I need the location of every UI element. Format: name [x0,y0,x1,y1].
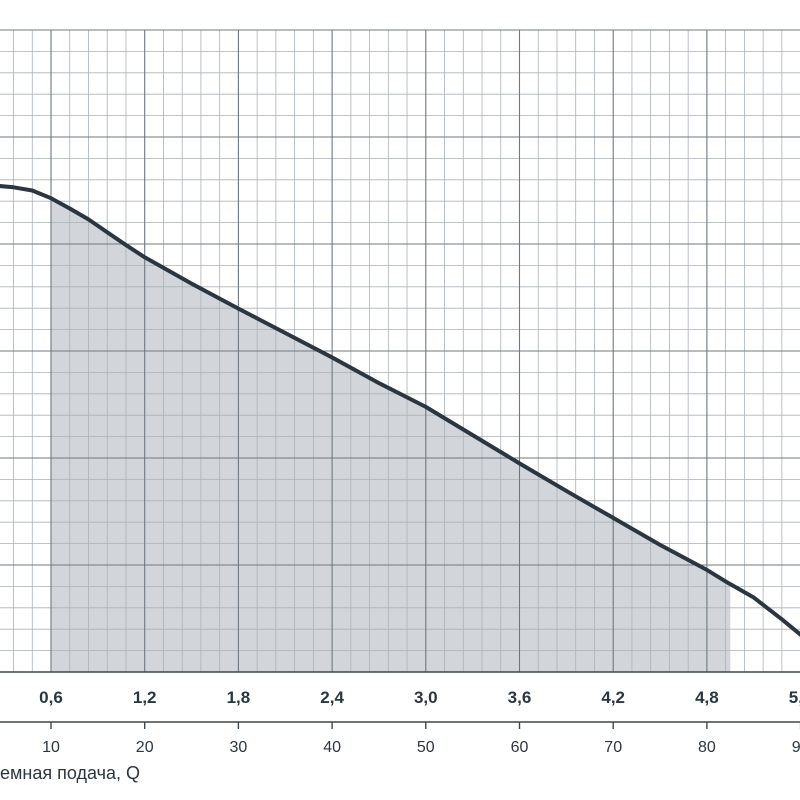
bottom-axis-tick-label: 50 [417,739,435,756]
bottom-axis-tick-label: 10 [42,739,60,756]
top-axis-tick-label: 2,4 [320,688,344,707]
bottom-axis-tick-label: 40 [323,739,341,756]
top-axis-tick-label: 5,4 [789,688,800,707]
shaded-area [51,198,731,673]
performance-curve [0,184,800,637]
top-axis-tick-label: 3,6 [508,688,532,707]
bottom-axis-tick-label: 60 [511,739,529,756]
bottom-axis-tick-label: 80 [698,739,716,756]
top-axis-tick-label: 1,2 [133,688,157,707]
top-axis-tick-label: 0,6 [39,688,63,707]
bottom-axis-tick-label: 90 [792,739,800,756]
bottom-axis-tick-label: 70 [604,739,622,756]
bottom-axis-tick-label: 20 [136,739,154,756]
top-axis-tick-label: 4,8 [695,688,719,707]
top-axis-ticks: 0,6 1,2 1,8 2,4 3,0 3,6 4,2 4,8 5,4 [39,688,800,707]
x-axis-title: емная подача, Q [0,763,140,783]
top-axis-tick-label: 4,2 [601,688,625,707]
top-axis-tick-label: 1,8 [227,688,251,707]
bottom-axis-ticks: 10 20 30 40 50 60 70 80 90 [42,722,800,756]
top-axis-tick-label: 3,0 [414,688,438,707]
major-grid [0,29,800,723]
bottom-axis-tick-label: 30 [230,739,248,756]
operating-range-area [51,198,731,673]
performance-curve-layer [0,184,800,637]
